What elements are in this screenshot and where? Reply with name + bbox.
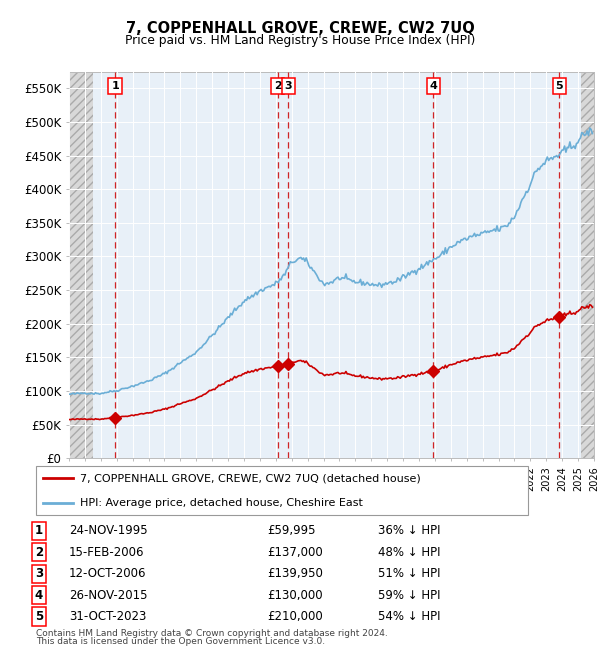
Text: 15-FEB-2006: 15-FEB-2006 <box>69 545 145 558</box>
Text: 1: 1 <box>111 81 119 91</box>
Text: 59% ↓ HPI: 59% ↓ HPI <box>378 589 440 602</box>
Text: This data is licensed under the Open Government Licence v3.0.: This data is licensed under the Open Gov… <box>36 637 325 646</box>
Text: 7, COPPENHALL GROVE, CREWE, CW2 7UQ: 7, COPPENHALL GROVE, CREWE, CW2 7UQ <box>125 21 475 36</box>
Text: 48% ↓ HPI: 48% ↓ HPI <box>378 545 440 558</box>
Text: 2: 2 <box>274 81 281 91</box>
Text: 7, COPPENHALL GROVE, CREWE, CW2 7UQ (detached house): 7, COPPENHALL GROVE, CREWE, CW2 7UQ (det… <box>80 473 421 483</box>
Text: 5: 5 <box>556 81 563 91</box>
Text: 54% ↓ HPI: 54% ↓ HPI <box>378 610 440 623</box>
Text: 4: 4 <box>430 81 437 91</box>
Text: £210,000: £210,000 <box>267 610 323 623</box>
Text: HPI: Average price, detached house, Cheshire East: HPI: Average price, detached house, Ches… <box>80 498 363 508</box>
Text: 12-OCT-2006: 12-OCT-2006 <box>69 567 146 580</box>
Text: 51% ↓ HPI: 51% ↓ HPI <box>378 567 440 580</box>
Text: 1: 1 <box>35 524 43 537</box>
Text: Price paid vs. HM Land Registry's House Price Index (HPI): Price paid vs. HM Land Registry's House … <box>125 34 475 47</box>
Text: £139,950: £139,950 <box>267 567 323 580</box>
Text: 5: 5 <box>35 610 43 623</box>
Text: £59,995: £59,995 <box>267 524 316 537</box>
Text: 3: 3 <box>284 81 292 91</box>
Text: £130,000: £130,000 <box>267 589 323 602</box>
FancyBboxPatch shape <box>36 466 528 515</box>
Bar <box>581 72 594 458</box>
Text: 3: 3 <box>35 567 43 580</box>
Text: 26-NOV-2015: 26-NOV-2015 <box>69 589 148 602</box>
Text: 4: 4 <box>35 589 43 602</box>
Text: 31-OCT-2023: 31-OCT-2023 <box>69 610 146 623</box>
Text: 24-NOV-1995: 24-NOV-1995 <box>69 524 148 537</box>
Text: Contains HM Land Registry data © Crown copyright and database right 2024.: Contains HM Land Registry data © Crown c… <box>36 629 388 638</box>
Text: 2: 2 <box>35 545 43 558</box>
Bar <box>69 72 93 458</box>
Text: £137,000: £137,000 <box>267 545 323 558</box>
Text: 36% ↓ HPI: 36% ↓ HPI <box>378 524 440 537</box>
